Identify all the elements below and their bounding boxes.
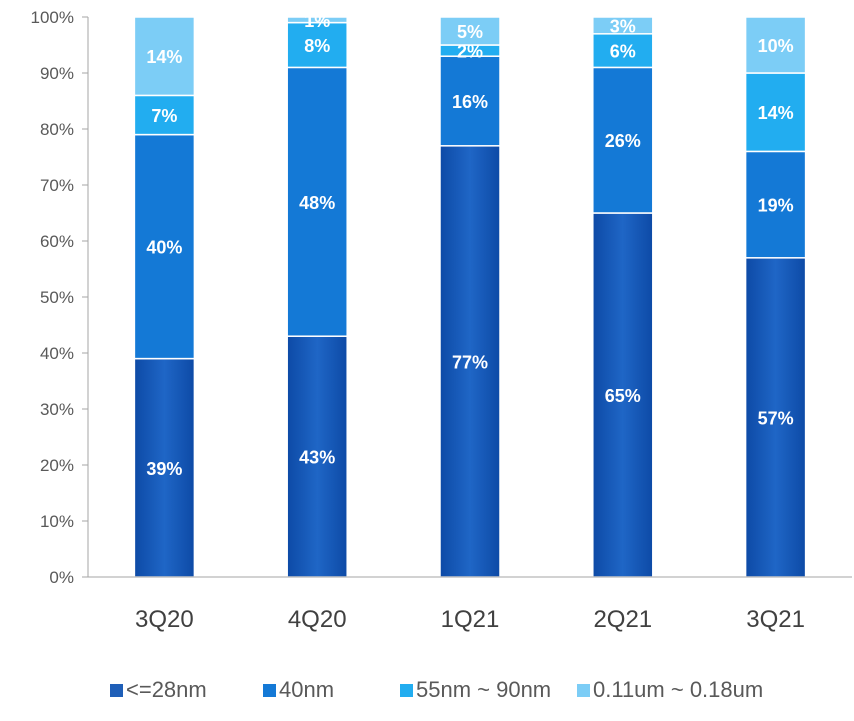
legend-entry-label: <=28nm	[126, 677, 207, 702]
data-label: 43%	[299, 448, 335, 468]
data-label: 19%	[758, 196, 794, 216]
legend-entry-label: 55nm ~ 90nm	[416, 677, 551, 702]
y-tick-label: 30%	[40, 400, 74, 419]
bar-segment	[592, 33, 654, 69]
x-tick-label: 1Q21	[441, 606, 500, 633]
bar-segment	[439, 16, 501, 46]
data-label: 65%	[605, 386, 641, 406]
bar-segment	[286, 16, 348, 24]
data-label: 8%	[304, 36, 330, 56]
legend-swatch	[263, 684, 276, 697]
bar-segment	[286, 66, 348, 337]
data-label: 7%	[151, 106, 177, 126]
x-tick-label: 4Q20	[288, 606, 347, 633]
data-label: 10%	[758, 36, 794, 56]
data-label: 3%	[610, 16, 636, 36]
bar-segment	[744, 150, 807, 259]
data-label: 14%	[758, 103, 794, 123]
y-tick-label: 90%	[40, 64, 74, 83]
bar-segment	[592, 16, 654, 35]
bar-segment	[439, 55, 501, 147]
bar-segment	[133, 16, 196, 97]
y-tick-label: 10%	[40, 512, 74, 531]
data-label: 14%	[146, 47, 182, 67]
data-label: 1%	[304, 11, 330, 31]
x-tick-label: 3Q20	[135, 606, 194, 633]
data-label: 39%	[146, 459, 182, 479]
bar-segment	[744, 72, 807, 153]
data-label: 26%	[605, 131, 641, 151]
bar-segment	[286, 21, 348, 69]
y-tick-label: 70%	[40, 176, 74, 195]
legend-entry-label: 40nm	[279, 677, 334, 702]
legend-entry-label: 0.11um ~ 0.18um	[593, 677, 763, 702]
y-tick-label: 80%	[40, 120, 74, 139]
bar-segment	[133, 357, 196, 578]
y-tick-label: 60%	[40, 232, 74, 251]
segment-labels-layer: 39% 40% 7% 14% 43% 48% 8% 1% 77% 16% 2%5% 65% 26% 6% 3…	[146, 11, 793, 479]
axes-layer: 0% 10% 20% 30% 40% 50% 60% 70% 80% 90% 100% 3Q20 4Q2…	[31, 8, 852, 633]
data-label: 48%	[299, 193, 335, 213]
data-label: 16%	[452, 92, 488, 112]
legend-swatch	[110, 684, 123, 697]
bar-segment	[439, 145, 501, 578]
bar-segment	[744, 16, 807, 74]
legend-swatch	[400, 684, 413, 697]
y-tick-label: 50%	[40, 288, 74, 307]
data-label: 5%	[457, 22, 483, 42]
y-tick-label: 0%	[49, 568, 74, 587]
bar-segment	[744, 257, 807, 578]
bar-segment	[592, 66, 654, 214]
data-label: 6%	[610, 42, 636, 62]
data-label: 57%	[758, 408, 794, 428]
legend-swatch	[577, 684, 590, 697]
y-tick-label: 20%	[40, 456, 74, 475]
y-tick-label: 40%	[40, 344, 74, 363]
bars-layer	[133, 16, 807, 578]
y-tick-label: 100%	[31, 8, 74, 27]
bar-segment	[133, 133, 196, 360]
data-label: 40%	[146, 238, 182, 258]
x-tick-label: 2Q21	[593, 606, 652, 633]
data-label: 2%	[457, 42, 483, 62]
x-tick-label: 3Q21	[746, 606, 805, 633]
data-label: 77%	[452, 352, 488, 372]
legend: <=28nm 40nm 55nm ~ 90nm 0.11um ~ 0.18um	[110, 677, 763, 702]
